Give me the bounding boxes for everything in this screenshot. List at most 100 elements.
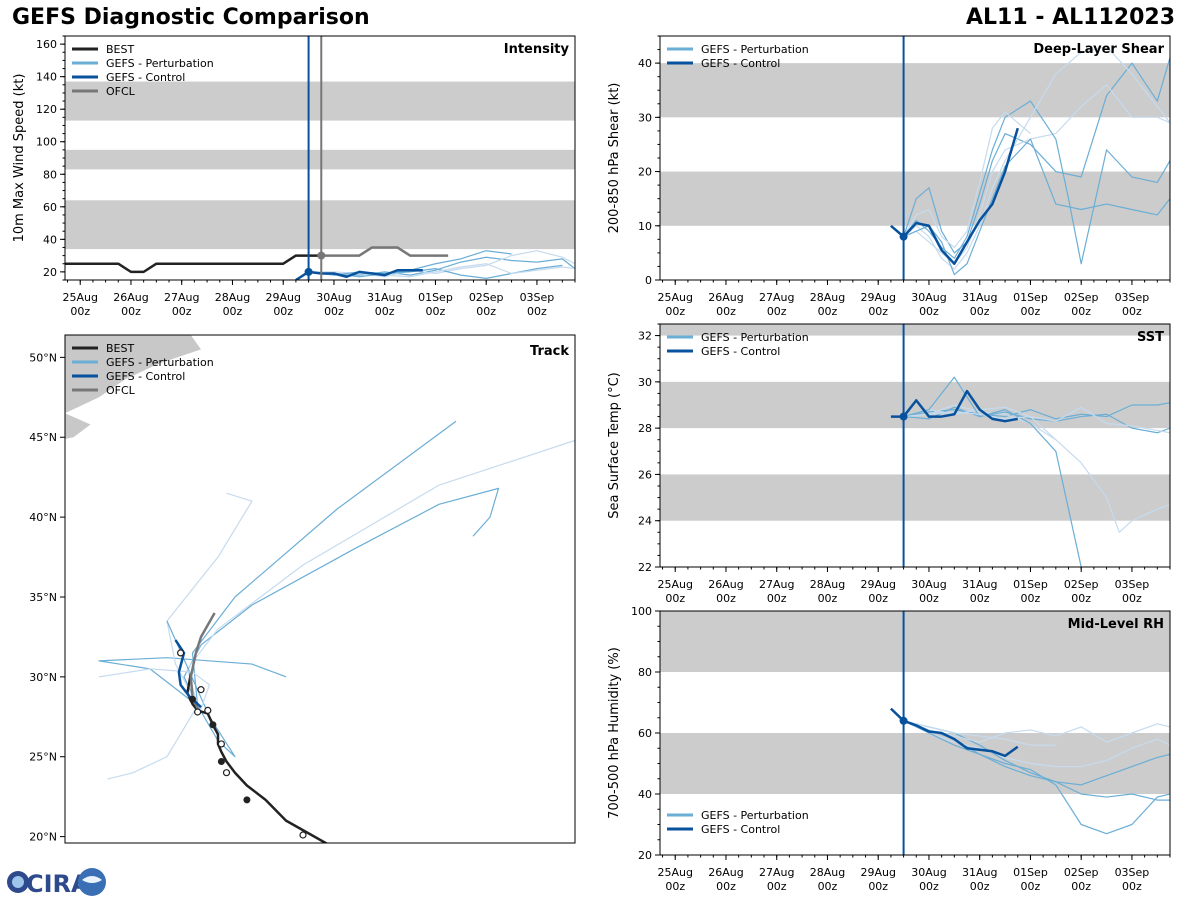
intensity-xtick-label-date: 31Aug bbox=[367, 291, 402, 304]
intensity-xtick-label-hour: 00z bbox=[121, 305, 141, 318]
intensity-xtick-label-hour: 00z bbox=[426, 305, 446, 318]
logo-globe-inner bbox=[12, 876, 24, 888]
track-perturbation-line-1 bbox=[186, 439, 575, 706]
shear-xtick-label-date: 30Aug bbox=[911, 291, 946, 304]
rh-legend-label: GEFS - Control bbox=[701, 823, 780, 836]
rh-xtick-label-hour: 00z bbox=[868, 880, 888, 893]
sst-ytick-label: 26 bbox=[638, 468, 652, 481]
sst-perturbation-line-0 bbox=[903, 402, 1170, 420]
track-lat-label: 20°N bbox=[29, 831, 57, 844]
track-lat-label: 40°N bbox=[29, 511, 57, 524]
sst-xtick-label-date: 30Aug bbox=[911, 578, 946, 591]
intensity-xtick-label-hour: 00z bbox=[223, 305, 243, 318]
rh-xtick-label-date: 29Aug bbox=[860, 866, 895, 879]
shear-xtick-label-hour: 00z bbox=[1021, 305, 1041, 318]
track-best-point bbox=[189, 695, 196, 703]
shear-xtick-label-hour: 00z bbox=[818, 305, 838, 318]
logo-cloud-icon bbox=[82, 876, 102, 883]
shear-xtick-label-date: 28Aug bbox=[810, 291, 845, 304]
intensity-ofcl-line bbox=[321, 246, 449, 257]
intensity-ylabel: 10m Max Wind Speed (kt) bbox=[12, 74, 27, 243]
shear-ytick-label: 20 bbox=[638, 166, 652, 179]
shear-ylabel: 200-850 hPa Shear (kt) bbox=[607, 83, 622, 234]
intensity-ytick-label: 160 bbox=[36, 38, 57, 51]
sst-background bbox=[660, 324, 1170, 567]
sst-perturbation-line-5 bbox=[903, 406, 1170, 434]
rh-xtick-label-date: 02Sep bbox=[1064, 866, 1099, 879]
rh-xtick-label-hour: 00z bbox=[665, 880, 685, 893]
sst-xtick-label-date: 29Aug bbox=[860, 578, 895, 591]
track-best-point-open bbox=[204, 706, 212, 715]
sst-xtick-label-date: 02Sep bbox=[1064, 578, 1099, 591]
track-best-point bbox=[209, 721, 217, 729]
intensity-xtick-label-date: 03Sep bbox=[520, 291, 555, 304]
track-perturbation-line-4 bbox=[98, 657, 287, 707]
rh-band-1 bbox=[660, 611, 1170, 672]
intensity-ytick-label: 80 bbox=[43, 168, 57, 181]
rh-xtick-label-date: 31Aug bbox=[962, 866, 997, 879]
sst-xtick-label-hour: 00z bbox=[1071, 592, 1091, 605]
shear-xtick-label-date: 26Aug bbox=[708, 291, 743, 304]
shear-ytick-label: 40 bbox=[638, 57, 652, 70]
shear-xtick-label-hour: 00z bbox=[665, 305, 685, 318]
track-lat-label: 35°N bbox=[29, 591, 57, 604]
track-legend-label: GEFS - Control bbox=[106, 370, 185, 383]
shear-band-1 bbox=[660, 63, 1170, 118]
intensity-xtick-label-hour: 00z bbox=[273, 305, 293, 318]
intensity-control-line bbox=[295, 268, 423, 280]
track-land-coast bbox=[65, 413, 91, 439]
intensity-title: Intensity bbox=[504, 42, 570, 57]
rh-xtick-label-hour: 00z bbox=[970, 880, 990, 893]
rh-xtick-label-date: 28Aug bbox=[810, 866, 845, 879]
rh-control-line bbox=[890, 707, 1019, 758]
sst-xtick-label-hour: 00z bbox=[818, 592, 838, 605]
intensity-ofcl-marker bbox=[317, 251, 326, 260]
shear-xtick-label-date: 25Aug bbox=[657, 291, 692, 304]
rh-xtick-label-date: 25Aug bbox=[657, 866, 692, 879]
track-lat-label: 45°N bbox=[29, 431, 57, 444]
sst-xtick-label-date: 03Sep bbox=[1115, 578, 1150, 591]
sst-xtick-label-hour: 00z bbox=[919, 592, 939, 605]
intensity-xtick-label-date: 02Sep bbox=[469, 291, 504, 304]
shear-xtick-label-date: 01Sep bbox=[1013, 291, 1048, 304]
track-best-point-open bbox=[197, 686, 205, 694]
shear-xtick-label-hour: 00z bbox=[767, 305, 787, 318]
shear-xtick-label-hour: 00z bbox=[970, 305, 990, 318]
sst-band-0 bbox=[660, 474, 1170, 521]
sst-xtick-label-date: 27Aug bbox=[759, 578, 794, 591]
sst-perturbation-line-2 bbox=[903, 406, 1170, 434]
sst-frame bbox=[659, 323, 1171, 568]
intensity-ytick-label: 120 bbox=[36, 103, 57, 116]
intensity-xtick-label-date: 30Aug bbox=[316, 291, 351, 304]
rh-xtick-label-date: 01Sep bbox=[1013, 866, 1048, 879]
intensity-plot-area bbox=[65, 36, 575, 280]
track-perturbation-line-3 bbox=[107, 705, 199, 780]
intensity-xtick-label-date: 27Aug bbox=[164, 291, 199, 304]
sst-ytick-label: 30 bbox=[638, 376, 652, 389]
track-best-point-open bbox=[217, 740, 225, 748]
sst-plot-area bbox=[660, 324, 1170, 567]
sst-band-1 bbox=[660, 381, 1170, 429]
rh-control-marker bbox=[899, 716, 908, 725]
sst-xtick-label-hour: 00z bbox=[665, 592, 685, 605]
sst-perturbation-line-4 bbox=[903, 376, 1082, 567]
storm-id-title: AL11 - AL112023 bbox=[966, 5, 1175, 30]
sst-xtick-label-hour: 00z bbox=[767, 592, 787, 605]
sst-title: SST bbox=[1137, 330, 1164, 345]
rh-xtick-label-hour: 00z bbox=[1122, 880, 1142, 893]
track-legend-label: GEFS - Perturbation bbox=[106, 356, 214, 369]
shear-xtick-label-date: 03Sep bbox=[1115, 291, 1150, 304]
rh-perturbation-line-5 bbox=[903, 720, 1056, 746]
track-legend-label: BEST bbox=[106, 342, 134, 355]
intensity-legend-label: GEFS - Perturbation bbox=[106, 57, 214, 70]
intensity-xtick-label-hour: 00z bbox=[476, 305, 496, 318]
rh-xtick-label-hour: 00z bbox=[818, 880, 838, 893]
intensity-legend-label: BEST bbox=[106, 43, 134, 56]
sst-xtick-label-hour: 00z bbox=[868, 592, 888, 605]
sst-perturbation-line-3 bbox=[903, 406, 1057, 441]
rh-title: Mid-Level RH bbox=[1068, 617, 1164, 632]
rh-xtick-label-date: 03Sep bbox=[1115, 866, 1150, 879]
rh-ytick-label: 60 bbox=[638, 727, 652, 740]
